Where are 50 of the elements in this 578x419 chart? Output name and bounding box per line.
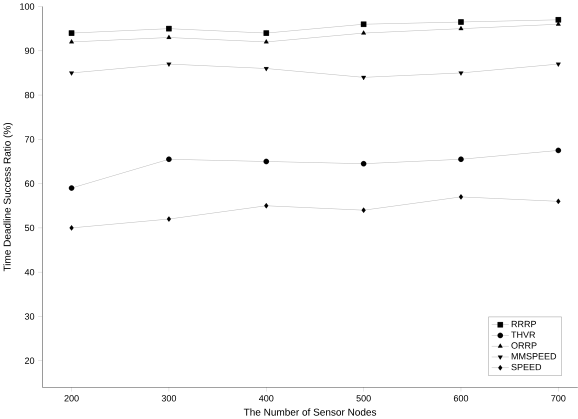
point: [361, 30, 366, 35]
point: [68, 185, 74, 191]
point: [166, 216, 172, 222]
y-axis-title: Time Deadline Success Ratio (%): [3, 122, 13, 272]
point: [361, 207, 366, 213]
y-tick-label: 20: [24, 358, 34, 364]
y-tick-label: 70: [24, 136, 34, 143]
x-tick-label: 300: [162, 395, 176, 402]
x-tick-label: 700: [551, 395, 566, 402]
point: [556, 198, 560, 204]
legend-label: MMSPEED: [512, 353, 556, 360]
point: [556, 16, 562, 23]
y-tick-label: 30: [24, 313, 34, 320]
x-tick-label: 200: [64, 395, 79, 402]
point: [68, 30, 74, 36]
y-tick-label: 60: [24, 180, 34, 187]
x-tick-label: 600: [454, 395, 468, 402]
point: [361, 76, 366, 80]
point: [458, 71, 464, 76]
point: [458, 194, 464, 200]
point: [264, 39, 269, 44]
point: [69, 225, 74, 231]
point: [458, 19, 464, 25]
point: [263, 158, 270, 164]
legend-label: THVR: [511, 332, 536, 338]
x-tick-label: 400: [258, 395, 274, 402]
point: [69, 39, 74, 44]
y-tick-label: 90: [24, 48, 34, 54]
point: [263, 30, 270, 36]
point: [458, 156, 464, 162]
y-tick-label: 50: [24, 224, 34, 232]
legend-label: SPEED: [511, 364, 542, 370]
point: [166, 156, 172, 162]
point: [556, 62, 561, 67]
y-tick-label: 40: [24, 268, 34, 276]
point: [360, 160, 366, 166]
x-tick-label: 500: [356, 395, 371, 402]
point: [166, 62, 172, 67]
point: [458, 26, 464, 30]
point: [360, 21, 366, 28]
point: [166, 26, 172, 32]
y-tick-label: 80: [24, 92, 34, 98]
x-axis-title: The Number of Sensor Nodes: [244, 408, 376, 416]
legend-label: RRRP: [512, 320, 536, 328]
point: [556, 148, 562, 154]
legend-label: ORRP: [511, 342, 537, 349]
point: [166, 34, 172, 39]
y-tick-label: 100: [20, 3, 34, 10]
point: [264, 66, 269, 72]
point: [69, 71, 74, 76]
